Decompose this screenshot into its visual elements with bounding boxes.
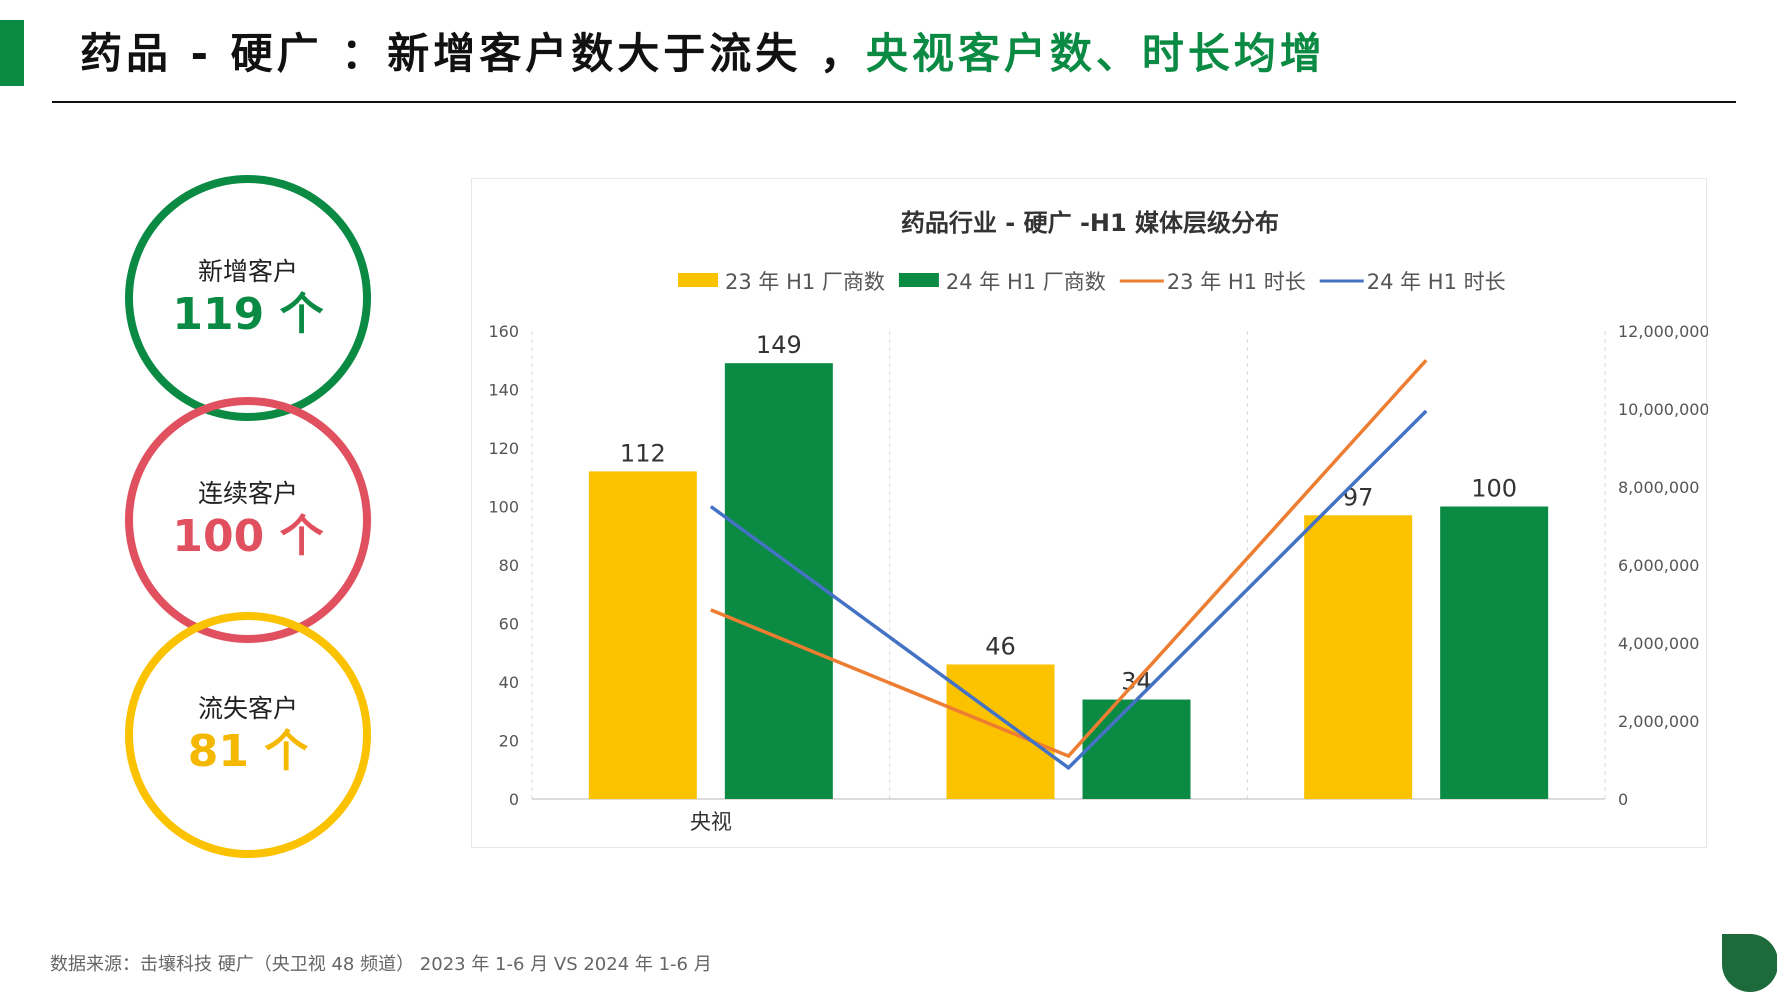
y-right-tick-2: 4,000,000 [1618, 634, 1699, 653]
bar-1-1 [1082, 699, 1191, 799]
y-left-tick-6: 120 [488, 439, 519, 458]
chart-title: 药品行业 - 硬广 -H1 媒体层级分布 [901, 209, 1279, 237]
y-left-tick-5: 100 [488, 498, 519, 517]
new-customers-label: 新增客户 [197, 257, 298, 286]
continuing-customers-circle: 连续客户 100 个 [125, 397, 371, 643]
legend-label-1: 24 年 H1 厂商数 [946, 270, 1106, 294]
lost-customers-circle: 流失客户 81 个 [125, 612, 371, 858]
y-right-tick-0: 0 [1618, 790, 1628, 809]
title-accent-bar [0, 20, 24, 86]
bar-0-1 [946, 664, 1055, 799]
bar-label-0-0: 112 [620, 439, 666, 467]
bar-0-0 [588, 471, 697, 799]
legend-swatch-0 [678, 273, 718, 287]
page-title: 药品 - 硬广 ：新增客户数大于流失 ，央视客户数、时长均增 [80, 22, 1326, 86]
bar-1-0 [724, 363, 833, 799]
y-right-tick-6: 12,000,000 [1618, 322, 1708, 341]
line-series-0 [710, 359, 1428, 759]
legend-label-2: 23 年 H1 时长 [1167, 270, 1306, 294]
y-left-tick-8: 160 [488, 322, 519, 341]
line-series-1 [709, 409, 1428, 771]
new-customers-value: 119 个 [172, 289, 324, 340]
chart-canvas: 药品行业 - 硬广 -H1 媒体层级分布 23 年 H1 厂商数 24 年 H1 厂… [488, 209, 1708, 834]
y-left-tick-0: 0 [509, 790, 519, 809]
lost-customers-value: 81 个 [187, 726, 309, 777]
bar-label-0-1: 46 [985, 632, 1016, 660]
new-customers-circle: 新增客户 119 个 [125, 175, 371, 421]
lost-customers-label: 流失客户 [197, 694, 298, 723]
bar-label-1-0: 149 [756, 331, 802, 359]
y-right-tick-1: 2,000,000 [1618, 712, 1699, 731]
data-source-note: 数据来源：击壤科技 硬广（央卫视 48 频道） 2023 年 1-6 月 VS … [50, 954, 712, 975]
continuing-customers-label: 连续客户 [197, 479, 298, 508]
bar-1-2 [1440, 506, 1549, 799]
x-tick-0: 央视 [690, 810, 732, 834]
y-left-tick-7: 140 [488, 381, 519, 400]
media-tier-chart: 药品行业 - 硬广 -H1 媒体层级分布 23 年 H1 厂商数 24 年 H1 厂… [471, 178, 1708, 848]
y-right-tick-3: 6,000,000 [1618, 556, 1699, 575]
legend-label-3: 24 年 H1 时长 [1367, 270, 1506, 294]
title-divider [52, 101, 1736, 103]
bar-0-2 [1304, 515, 1413, 799]
y-right-tick-4: 8,000,000 [1618, 478, 1699, 497]
bar-label-1-2: 100 [1471, 475, 1517, 503]
y-right-tick-5: 10,000,000 [1618, 400, 1708, 419]
y-left-tick-3: 60 [499, 615, 519, 634]
legend-swatch-1 [898, 273, 939, 287]
title-highlight: 央视客户数、时长均增 [865, 29, 1326, 78]
corner-leaf-logo [1722, 934, 1777, 992]
continuing-customers-value: 100 个 [172, 511, 324, 562]
y-left-tick-4: 80 [499, 556, 519, 575]
y-left-tick-1: 20 [499, 732, 519, 751]
title-main: 药品 - 硬广 ：新增客户数大于流失 ， [80, 29, 866, 78]
legend-label-0: 23 年 H1 厂商数 [725, 270, 885, 294]
y-left-tick-2: 40 [499, 673, 519, 692]
